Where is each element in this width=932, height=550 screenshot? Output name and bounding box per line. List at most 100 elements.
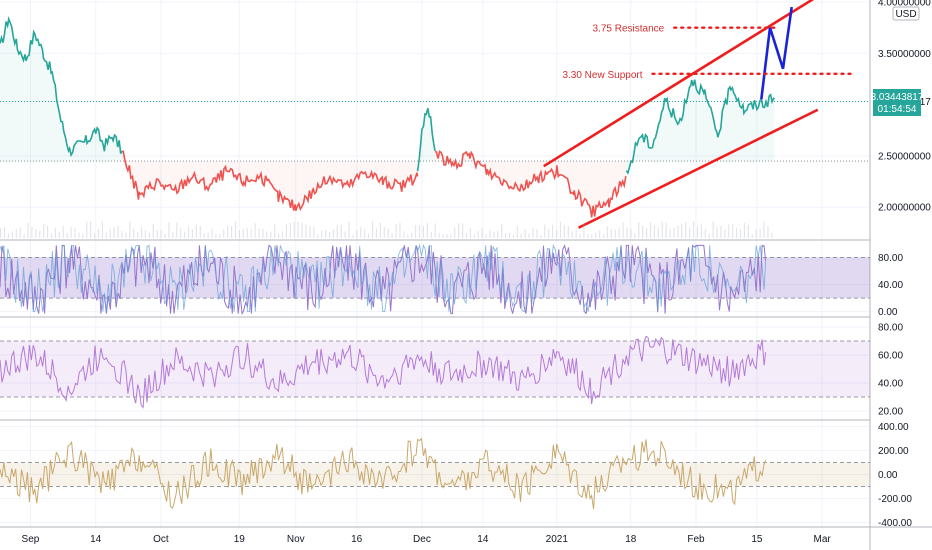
trendline-0[interactable] (543, 0, 815, 168)
x-tick-label: 19 (234, 534, 246, 545)
volume-bar (332, 229, 334, 238)
x-tick-label: Nov (287, 534, 305, 545)
volume-bar (62, 225, 64, 238)
price-line-segment-4[interactable] (625, 79, 775, 175)
volume-bar (35, 229, 37, 238)
volume-bar (736, 227, 738, 238)
x-axis[interactable]: Sep 14 Oct 19 Nov 16 Dec 14 2021 18 Feb 15 Mar (22, 534, 832, 545)
price-line-segment-1[interactable] (121, 150, 419, 212)
volume-bar (571, 231, 573, 238)
volume-bar (266, 231, 268, 238)
price-line-segment-2[interactable] (416, 108, 436, 172)
rsi-line[interactable] (0, 335, 767, 409)
volume-bar (771, 232, 773, 238)
volume-bar (250, 228, 252, 238)
volume-bar (281, 231, 284, 238)
volume-bar (610, 228, 612, 238)
volume-bar (176, 222, 178, 238)
volume-bar (665, 222, 667, 238)
level-label-0: 3.75 Resistance (593, 24, 665, 35)
volume-bar (508, 232, 511, 238)
volume-bar (219, 234, 221, 238)
y-tick-label: 40.00 (878, 379, 903, 390)
volume-bar (532, 228, 534, 238)
stochastic-panel[interactable] (0, 243, 767, 316)
volume-bar (180, 228, 182, 238)
volume-bar (716, 227, 718, 238)
volume-bar (692, 221, 695, 238)
volume-bar (591, 234, 593, 238)
volume-bar (121, 231, 123, 238)
volume-bar (728, 224, 730, 238)
price-panel[interactable]: 3.75 Resistance 3.30 New Support (0, 0, 870, 238)
volume-bar (0, 228, 2, 238)
volume-bar (477, 231, 479, 238)
volume-bar (305, 224, 307, 238)
volume-bar (575, 229, 577, 238)
rsi-panel[interactable] (0, 335, 767, 409)
volume-bar (23, 233, 25, 238)
volume-bar (7, 233, 10, 238)
volume-bar (407, 234, 409, 238)
volume-bar (238, 230, 241, 238)
volume-bar (579, 233, 581, 238)
volume-bar (258, 228, 260, 238)
y-tick-label: 3.50000000 (878, 49, 931, 60)
volume-bar (289, 222, 291, 238)
currency-box[interactable]: USD (892, 6, 920, 21)
price-line-segment-0[interactable] (0, 16, 123, 158)
volume-bar (544, 224, 546, 238)
volume-bar (148, 232, 150, 238)
y-tick-label: 4.00000000 (878, 0, 931, 9)
volume-bar (540, 234, 542, 238)
y-tick-label: 60.00 (878, 351, 903, 362)
volume-bar (285, 224, 287, 238)
volume-bar (187, 226, 190, 238)
trendline-1[interactable] (577, 108, 819, 229)
price-area-0 (0, 19, 122, 161)
volume-bar (86, 221, 88, 238)
volume-bar (31, 226, 33, 238)
volume-bar (489, 230, 491, 238)
price-area-3 (435, 151, 627, 218)
volume-bar (254, 223, 256, 238)
volume-bar (277, 233, 280, 238)
volume-bar (164, 233, 166, 238)
volume-bar (223, 229, 225, 238)
volume-bar (140, 227, 143, 238)
volume-bar (293, 221, 295, 238)
volume-bar (403, 231, 405, 238)
volume-bar (133, 228, 135, 238)
stochastic-signal-line[interactable] (0, 243, 767, 313)
volume-bar (125, 232, 127, 238)
volume-bar (328, 231, 331, 238)
volume-bar (368, 233, 370, 238)
y-tick-label: 20.00 (878, 407, 903, 418)
volume-bar (567, 226, 569, 238)
price-area-4 (626, 79, 775, 173)
volume-bar (426, 222, 428, 238)
volume-bar (66, 232, 68, 238)
volume-bar (199, 225, 201, 238)
volume-bar (50, 233, 53, 238)
volume-bar (438, 232, 440, 238)
x-tick-label: 14 (90, 534, 102, 545)
volume-bar (548, 228, 550, 238)
volume-bar (352, 234, 354, 238)
volume-bar (528, 233, 530, 238)
volume-bar (559, 221, 562, 238)
cci-panel[interactable] (0, 437, 767, 510)
cci-line[interactable] (0, 437, 767, 510)
projection-path[interactable] (760, 6, 793, 100)
volume-bar (270, 231, 272, 238)
volume-bar (399, 222, 401, 238)
volume-bar (552, 224, 554, 238)
volume-bar (152, 224, 154, 238)
volume-bar (755, 229, 757, 238)
price-line-segment-3[interactable] (434, 150, 627, 218)
y-axis[interactable]: 4.000000003.500000003.034438172.50000000… (878, 0, 931, 529)
volume-bar (172, 231, 174, 238)
volume-bar (211, 228, 213, 238)
volume-bar (101, 221, 103, 238)
